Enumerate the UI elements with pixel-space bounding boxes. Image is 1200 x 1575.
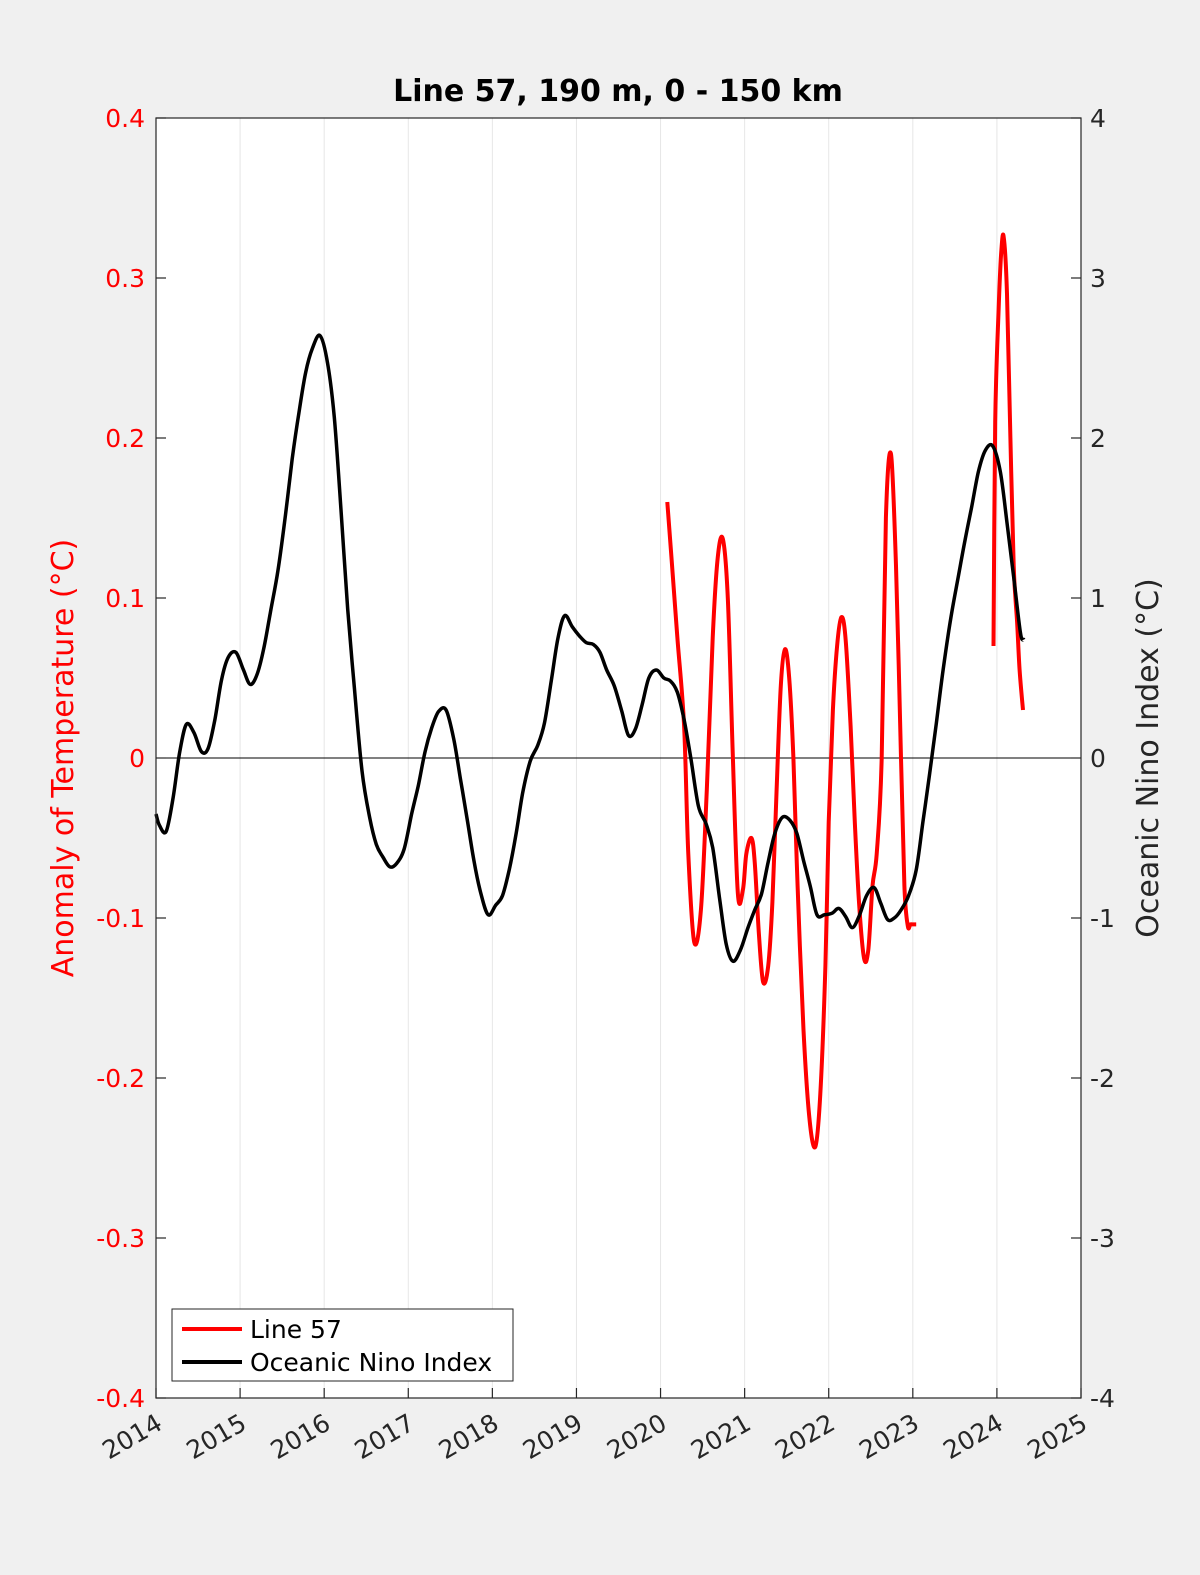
x-tick-label: 2022 (770, 1408, 840, 1465)
x-tick-label: 2023 (854, 1408, 924, 1465)
series-line-oni (154, 333, 1026, 964)
y-right-tick-label: -3 (1090, 1224, 1115, 1253)
x-tick-label: 2024 (938, 1408, 1008, 1465)
y-left-tick-label: 0.3 (105, 264, 145, 293)
x-tick-label: 2017 (350, 1408, 420, 1465)
series-layer (154, 232, 1026, 1150)
y-left-tick-label: -0.1 (96, 904, 145, 933)
y-left-tick-label: 0 (129, 744, 145, 773)
y-left-tick-label: -0.2 (96, 1064, 145, 1093)
y-right-tick-label: -1 (1090, 904, 1115, 933)
y-right-tick-label: 2 (1090, 424, 1106, 453)
legend-box (171, 1308, 514, 1382)
x-tick-label: 2020 (602, 1408, 672, 1465)
y-right-tick-label: 0 (1090, 744, 1106, 773)
y-left-tick-label: 0.2 (105, 424, 145, 453)
y-left-tick-label: -0.4 (96, 1384, 145, 1413)
legend-label-oni: Oceanic Nino Index (250, 1348, 492, 1377)
y-axis-left-label: Anomaly of Temperature (°C) (46, 539, 81, 978)
y-left-tick-label: -0.3 (96, 1224, 145, 1253)
y-right-tick-label: 1 (1090, 584, 1106, 613)
y-right-tick-label: 4 (1090, 104, 1106, 133)
x-tick-label: 2019 (518, 1408, 588, 1465)
chart-title: Line 57, 190 m, 0 - 150 km (393, 74, 843, 109)
y-right-tick-label: -2 (1090, 1064, 1115, 1093)
y-right-tick-label: -4 (1090, 1384, 1115, 1413)
y-axis-right-label: Oceanic Nino Index (°C) (1131, 578, 1166, 938)
y-right-tick-label: 3 (1090, 264, 1106, 293)
y-left-tick-label: 0.4 (105, 104, 145, 133)
x-tick-label: 2016 (266, 1408, 336, 1465)
legend: Line 57 Oceanic Nino Index (171, 1308, 514, 1382)
y-left-tick-label: 0.1 (105, 584, 145, 613)
x-tick-label: 2018 (434, 1408, 504, 1465)
x-tick-label: 2015 (181, 1408, 251, 1465)
x-tick-label: 2025 (1022, 1408, 1092, 1465)
x-tick-label: 2021 (686, 1408, 756, 1465)
series-line-line57-0 (665, 450, 918, 1150)
series-line-line57-1 (991, 232, 1025, 711)
legend-label-line57: Line 57 (250, 1315, 342, 1344)
x-tick-label: 2014 (97, 1408, 167, 1465)
